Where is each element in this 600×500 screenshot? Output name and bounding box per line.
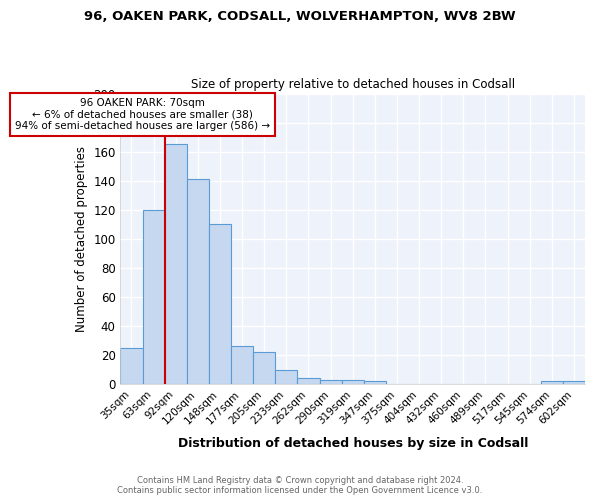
Bar <box>121 348 143 384</box>
Bar <box>164 144 187 384</box>
Bar <box>320 380 341 384</box>
Bar <box>209 224 231 384</box>
Text: 96, OAKEN PARK, CODSALL, WOLVERHAMPTON, WV8 2BW: 96, OAKEN PARK, CODSALL, WOLVERHAMPTON, … <box>84 10 516 23</box>
Bar <box>341 380 364 384</box>
Title: Size of property relative to detached houses in Codsall: Size of property relative to detached ho… <box>191 78 515 91</box>
Text: 96 OAKEN PARK: 70sqm
← 6% of detached houses are smaller (38)
94% of semi-detach: 96 OAKEN PARK: 70sqm ← 6% of detached ho… <box>15 98 270 131</box>
Y-axis label: Number of detached properties: Number of detached properties <box>74 146 88 332</box>
Bar <box>231 346 253 384</box>
Bar <box>187 180 209 384</box>
Bar <box>541 382 563 384</box>
Bar <box>563 382 585 384</box>
Bar <box>298 378 320 384</box>
Bar <box>275 370 298 384</box>
Bar <box>364 382 386 384</box>
Text: Contains HM Land Registry data © Crown copyright and database right 2024.
Contai: Contains HM Land Registry data © Crown c… <box>118 476 482 495</box>
X-axis label: Distribution of detached houses by size in Codsall: Distribution of detached houses by size … <box>178 437 528 450</box>
Bar <box>253 352 275 384</box>
Bar <box>143 210 164 384</box>
